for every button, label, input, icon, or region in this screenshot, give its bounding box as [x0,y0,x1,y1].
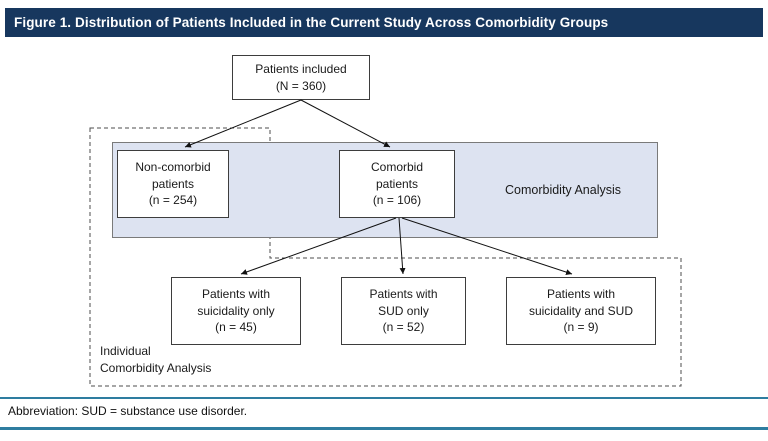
node-comorbid: Comorbid patients (n = 106) [339,150,455,218]
node-sud-only-label: Patients with SUD only (n = 52) [369,286,438,335]
node-patients-included-label: Patients included (N = 360) [255,61,347,93]
node-suicidality-only-label: Patients with suicidality only (n = 45) [197,286,275,335]
node-non-comorbid-label: Non-comorbid patients (n = 254) [135,159,211,208]
figure-title-bar: Figure 1. Distribution of Patients Inclu… [5,8,763,37]
node-suicidality-and-sud-label: Patients with suicidality and SUD (n = 9… [528,286,634,335]
node-non-comorbid: Non-comorbid patients (n = 254) [117,150,229,218]
node-suicidality-only: Patients with suicidality only (n = 45) [171,277,301,345]
footer-rule-bottom [0,427,768,430]
arrow-included-to-comorbid [300,99,391,148]
footer-rule-top [0,397,768,399]
node-comorbid-label: Comorbid patients (n = 106) [370,159,424,208]
node-suicidality-and-sud: Patients with suicidality and SUD (n = 9… [506,277,656,345]
comorbidity-analysis-label: Comorbidity Analysis [504,183,621,197]
node-sud-only: Patients with SUD only (n = 52) [341,277,466,345]
arrow-included-to-noncomorbid [184,99,302,148]
individual-comorbidity-analysis-label: Individual Comorbidity Analysis [100,344,212,375]
abbreviation-note: Abbreviation: SUD = substance use disord… [8,404,248,418]
figure-title: Figure 1. Distribution of Patients Inclu… [14,15,609,30]
node-patients-included: Patients included (N = 360) [232,55,370,100]
